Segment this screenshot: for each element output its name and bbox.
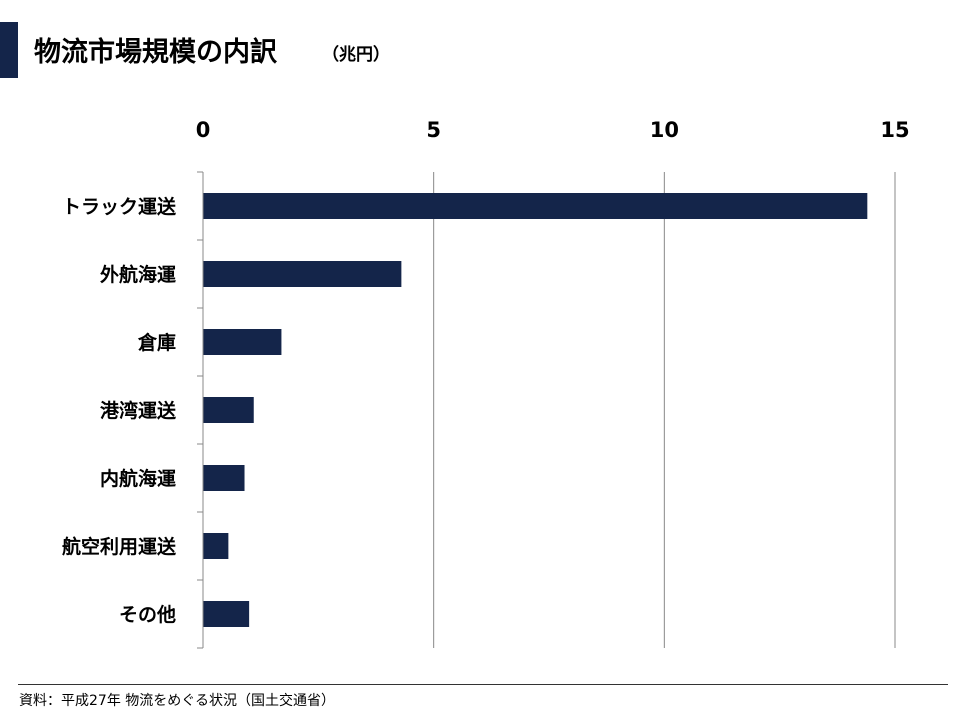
bar-5	[203, 533, 229, 559]
x-tick-label: 10	[650, 118, 679, 142]
x-tick-label: 5	[426, 118, 441, 142]
source-note: 資料：平成27年 物流をめぐる状況（国土交通省）	[19, 693, 335, 709]
unit-label: （兆円）	[322, 45, 390, 65]
value-axis-ticks: 0 5 10 15	[196, 118, 910, 142]
footer-divider	[18, 684, 948, 685]
bar-2	[203, 329, 282, 355]
chart-title: 物流市場規模の内訳	[34, 37, 277, 68]
x-tick-label: 15	[880, 118, 909, 142]
bar-4	[203, 465, 245, 491]
grid-lines	[433, 172, 896, 648]
bar-6	[203, 601, 250, 627]
category-label: その他	[119, 603, 176, 626]
x-tick-label: 0	[196, 118, 211, 142]
category-label: 外航海運	[100, 263, 176, 286]
bar-0	[203, 193, 868, 219]
category-label: 港湾運送	[100, 399, 177, 422]
title-accent-bar	[0, 22, 18, 78]
category-label: 内航海運	[100, 467, 176, 490]
bar-1	[203, 261, 402, 287]
category-label: 倉庫	[137, 331, 176, 354]
bar-3	[203, 397, 254, 423]
category-axis	[197, 171, 204, 649]
category-label: 航空利用運送	[62, 535, 177, 558]
bars	[203, 193, 868, 627]
category-label: トラック運送	[62, 195, 177, 218]
